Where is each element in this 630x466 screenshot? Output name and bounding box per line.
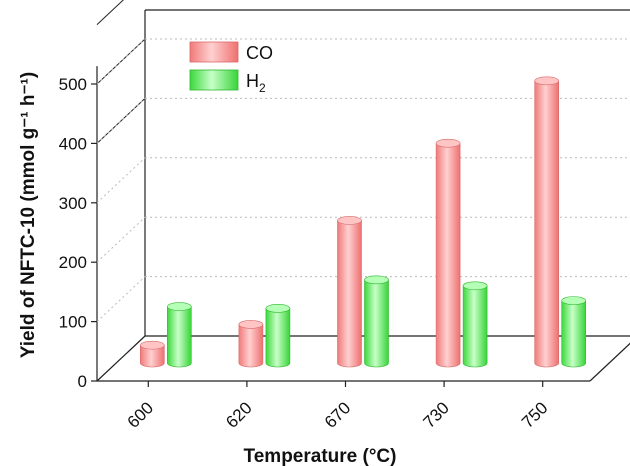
ticks-group: 0 100 200 300 400 500 600 620 670 730 750 [59, 75, 552, 432]
legend-swatch-h2 [189, 69, 239, 91]
x-tick-label: 730 [419, 398, 452, 431]
legend-subscript: 2 [259, 81, 266, 95]
legend: CO H2 [189, 41, 273, 95]
bar-top-h2-750 [561, 296, 587, 305]
legend-label-co: CO [246, 43, 273, 63]
gridline-side [96, 157, 146, 204]
bar-co-750 [534, 80, 559, 368]
x-tick-label: 620 [222, 398, 255, 431]
bar-h2-600 [167, 306, 192, 368]
x-tick-label: 600 [124, 398, 157, 431]
legend-label-h2: H2 [246, 71, 266, 95]
y-tick-label: 200 [59, 253, 87, 272]
gridline-side [96, 276, 146, 322]
bar-top-h2-620 [265, 304, 291, 313]
x-tick-label: 670 [321, 398, 354, 431]
bar-h2-670 [364, 279, 389, 368]
gridline-side [96, 98, 146, 144]
side-wall-edge [96, 0, 124, 25]
gridline-side [96, 38, 146, 85]
floor-left-edge [96, 335, 146, 382]
bar-co-600 [140, 344, 165, 368]
bar-co-670 [337, 220, 362, 368]
bar-h2-730 [462, 285, 488, 368]
y-tick-label: 400 [59, 134, 87, 153]
bar-top-co-730 [435, 138, 461, 148]
bar-top-co-620 [238, 320, 264, 329]
bar-h2-620 [265, 308, 291, 368]
y-axis-title: Yield of NFTC-10 (mmol g⁻¹ h⁻¹) [18, 72, 39, 358]
bar-top-h2-600 [167, 302, 192, 311]
y-tick-label: 300 [59, 194, 87, 213]
gridline-side [96, 216, 146, 263]
bars-group [140, 76, 587, 368]
bar-h2-750 [561, 300, 586, 368]
bar-top-co-670 [337, 216, 362, 225]
bar-co-620 [238, 324, 264, 368]
bar-top-h2-670 [364, 275, 389, 285]
y-tick-label: 0 [78, 372, 87, 391]
y-tick-label: 500 [59, 75, 87, 94]
bar-co-730 [435, 142, 461, 368]
y-tick-label: 100 [59, 313, 87, 332]
bar-top-h2-730 [462, 281, 488, 291]
bar-top-co-600 [140, 340, 165, 350]
x-axis-title: Temperature (°C) [244, 446, 397, 466]
legend-swatch-co [189, 41, 239, 63]
floor-right-edge [589, 342, 630, 382]
x-tick-label: 750 [518, 398, 551, 431]
bar-top-co-750 [534, 76, 560, 86]
